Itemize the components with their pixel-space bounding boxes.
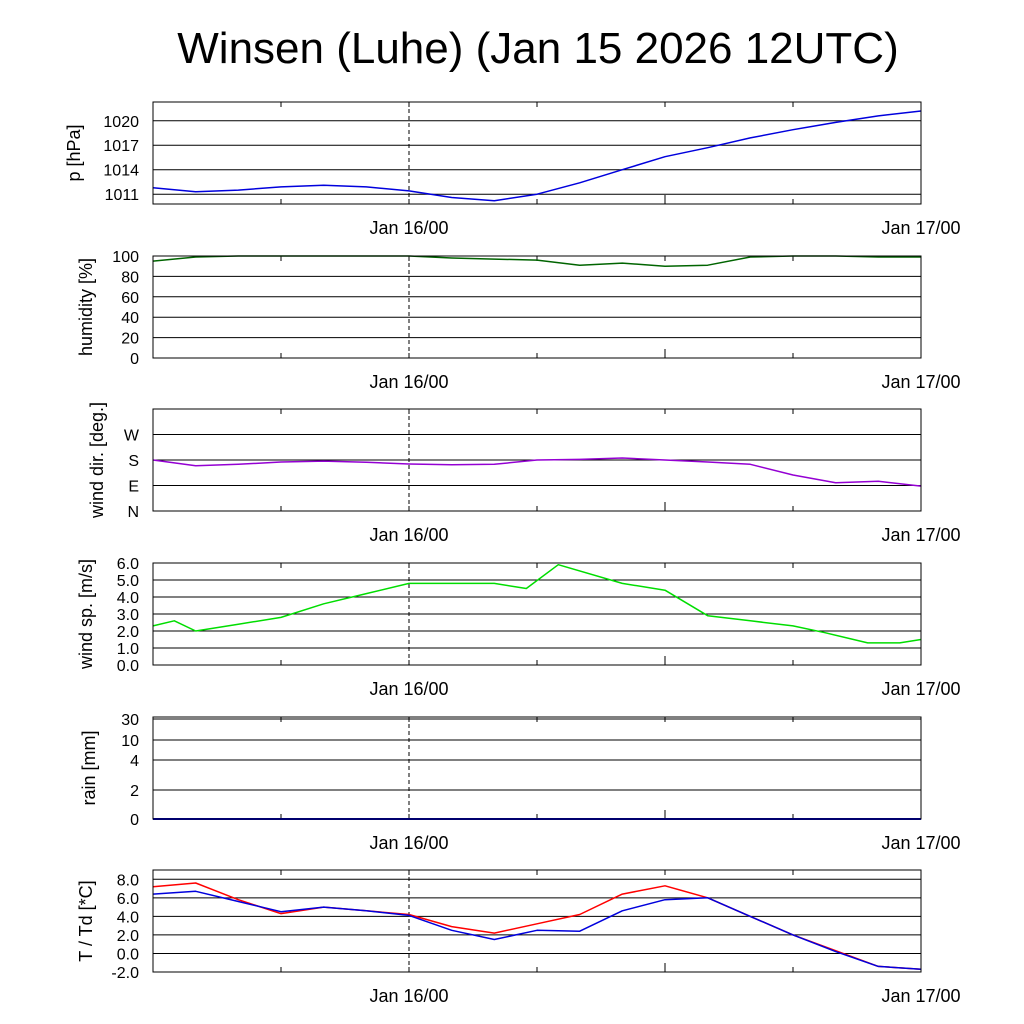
y-axis-label: rain [mm]	[79, 730, 99, 805]
y-tick-label: 60	[121, 290, 139, 307]
panel-2: 0 20 40 60 80 100 humidity [%] Jan 16/00 Jan 17/…	[76, 249, 961, 392]
plot-frame	[152, 408, 922, 512]
y-tick-label: 2	[130, 783, 139, 800]
y-axis-label: p [hPa]	[64, 124, 84, 181]
y-tick-label: 5.0	[117, 573, 139, 590]
series-line-1	[152, 563, 922, 644]
y-tick-label: 1014	[103, 163, 139, 180]
y-tick-label: 1017	[103, 138, 139, 155]
x-tick-label: Jan 17/00	[881, 372, 960, 392]
panel-1: 1011 1014 1017 1020 p [hPa] Jan 16/00 Jan 17/0…	[64, 101, 961, 238]
x-tick-label: Jan 16/00	[369, 218, 448, 238]
panel-4: 0.01.02.03.04.05.06.0 wind sp. [m/s] Jan 1…	[76, 556, 961, 699]
y-tick-label: E	[128, 479, 139, 496]
x-tick-label: Jan 17/00	[881, 525, 960, 545]
y-tick-label: W	[124, 428, 140, 445]
plot-frame	[152, 255, 922, 359]
x-tick-label: Jan 17/00	[881, 986, 960, 1006]
x-tick-label: Jan 16/00	[369, 525, 448, 545]
y-tick-label: 100	[112, 249, 139, 266]
y-tick-label: N	[127, 504, 139, 521]
x-tick-label: Jan 17/00	[881, 679, 960, 699]
x-tick-label: Jan 16/00	[369, 679, 448, 699]
series-line-2	[152, 890, 922, 970]
y-tick-label: 0	[130, 812, 139, 829]
plot-frame	[152, 869, 922, 973]
x-tick-label: Jan 16/00	[369, 833, 448, 853]
series-line-1	[152, 457, 922, 487]
y-tick-label: 4.0	[117, 909, 139, 926]
y-axis-label: wind dir. [deg.]	[87, 402, 107, 519]
x-tick-label: Jan 17/00	[881, 218, 960, 238]
y-tick-label: 10	[121, 733, 139, 750]
y-tick-label: 20	[121, 331, 139, 348]
y-tick-label: 8.0	[117, 872, 139, 889]
chart-title: Winsen (Luhe) (Jan 15 2026 12UTC)	[177, 24, 899, 73]
y-axis-label: T / Td [*C]	[76, 880, 96, 961]
y-tick-label: 80	[121, 269, 139, 286]
y-axis-label: humidity [%]	[76, 258, 96, 356]
y-tick-label: 30	[121, 712, 139, 729]
y-tick-label: 40	[121, 310, 139, 327]
panel-6: -2.0 0.02.0 4.06.0 8.0 T / Td [*C] Jan 16/00 J…	[76, 869, 961, 1006]
y-tick-label: 6.0	[117, 891, 139, 908]
x-tick-label: Jan 16/00	[369, 986, 448, 1006]
y-tick-label: 1.0	[117, 641, 139, 658]
x-tick-label: Jan 16/00	[369, 372, 448, 392]
panel-5: 0 2 4 10 30 rain [mm] Jan 16/00 Jan 17/00	[79, 712, 961, 853]
series-line-1	[152, 110, 922, 202]
y-axis-label: wind sp. [m/s]	[76, 559, 96, 670]
y-tick-label: 1011	[105, 187, 140, 204]
y-tick-label: 6.0	[117, 556, 139, 573]
y-tick-label: 1020	[103, 114, 139, 131]
y-tick-label: 2.0	[117, 624, 139, 641]
y-tick-label: 2.0	[117, 928, 139, 945]
y-tick-label: 0.0	[117, 946, 139, 963]
plot-frame	[152, 716, 922, 820]
y-tick-label: 0.0	[117, 658, 139, 675]
plot-frame	[152, 562, 922, 666]
y-tick-label: 0	[130, 351, 139, 368]
y-tick-label: 4.0	[117, 590, 139, 607]
y-tick-label: S	[128, 453, 139, 470]
x-tick-label: Jan 17/00	[881, 833, 960, 853]
y-tick-label: 4	[130, 753, 139, 770]
series-line-1	[152, 882, 922, 970]
y-tick-label: -2.0	[111, 965, 139, 982]
plot-frame	[152, 101, 922, 205]
y-tick-label: 3.0	[117, 607, 139, 624]
